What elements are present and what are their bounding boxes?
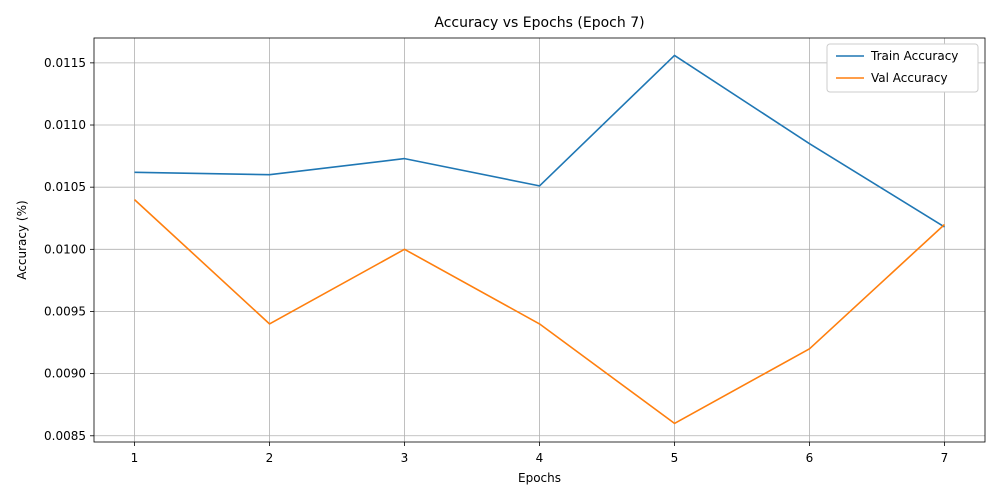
x-tick-label: 5 [671,451,679,465]
legend: Train Accuracy Val Accuracy [826,43,979,93]
legend-label-train-accuracy: Train Accuracy [870,49,958,63]
y-tick-label: 0.0110 [44,118,86,132]
series-line-val-accuracy [133,199,946,425]
x-tick-label: 7 [941,451,949,465]
x-tick-label: 3 [401,451,409,465]
x-tick-label: 6 [806,451,814,465]
chart-title: Accuracy vs Epochs (Epoch 7) [434,15,644,31]
x-tick-label: 4 [536,451,544,465]
y-tick-label: 0.0095 [44,304,86,318]
grid [94,38,985,442]
y-tick-label: 0.0085 [44,429,86,443]
legend-label-val-accuracy: Val Accuracy [871,71,948,85]
legend-box [826,43,979,93]
x-tick-label: 1 [131,451,139,465]
y-tick-label: 0.0105 [44,180,86,194]
y-axis-label: Accuracy (%) [15,200,29,279]
y-tick-label: 0.0090 [44,367,86,381]
x-axis-label: Epochs [518,471,561,485]
ticks: 1 2 3 4 5 6 7 0.0085 0.0090 0.0095 0.0100 0.0105 0.0… [44,56,948,465]
x-tick-label: 2 [266,451,274,465]
y-tick-label: 0.0115 [44,56,86,70]
series-line-train-accuracy [134,54,945,228]
y-tick-label: 0.0100 [44,242,86,256]
series-lines [133,54,946,425]
